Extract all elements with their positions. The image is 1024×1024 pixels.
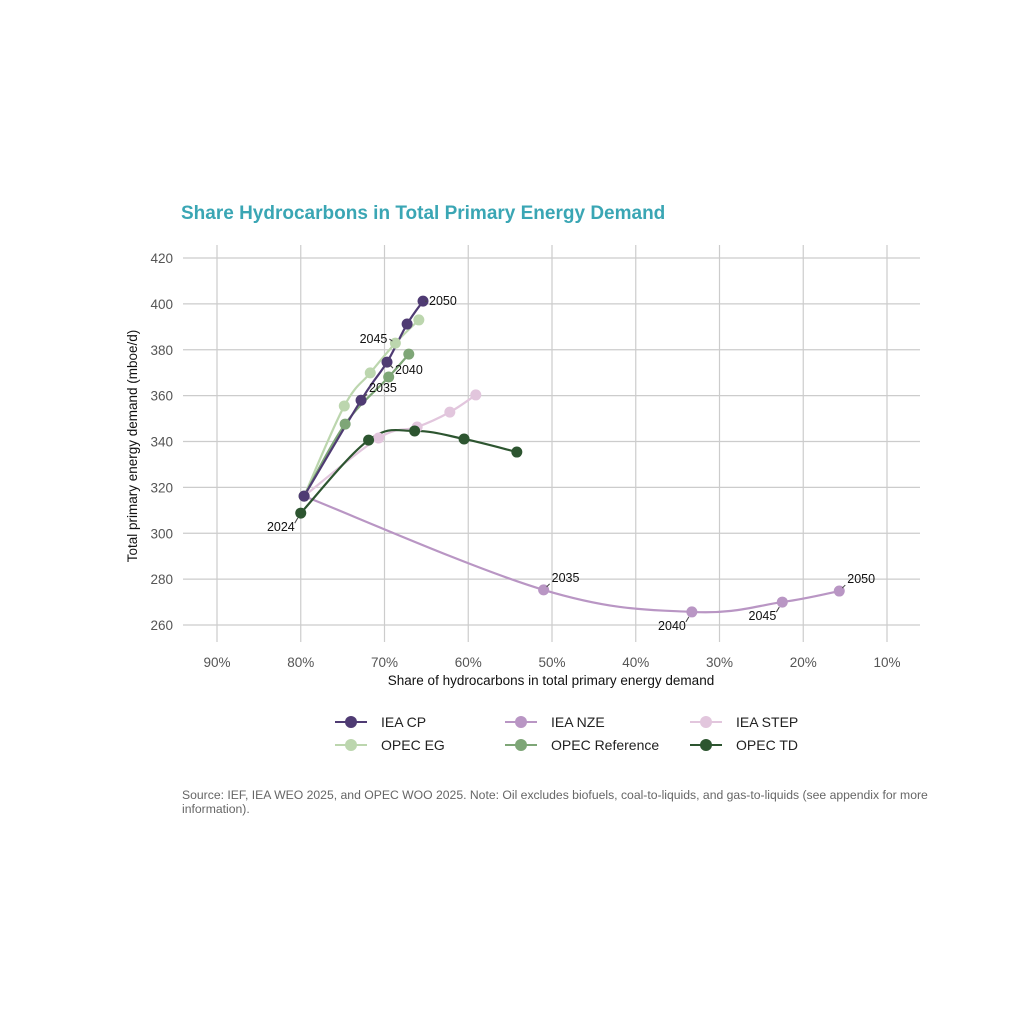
legend-item-iea-step: IEA STEP (688, 714, 828, 730)
legend-label: OPEC EG (381, 737, 445, 753)
data-point-opec-td (409, 425, 421, 437)
y-tick-label: 300 (150, 526, 173, 541)
x-tick-label: 30% (706, 655, 733, 670)
y-axis-ticks: 260 280 300 320 340 360 380 400 420 (150, 251, 173, 633)
y-tick-label: 340 (150, 435, 173, 450)
year-annotation: 2035 (552, 571, 580, 585)
year-annotation: 2035 (369, 381, 397, 395)
legend-item-opec-reference: OPEC Reference (503, 737, 688, 753)
data-point-opec-eg (413, 314, 425, 326)
legend-label: IEA NZE (551, 714, 605, 730)
data-point-opec-eg (364, 367, 376, 379)
legend-item-opec-eg: OPEC EG (333, 737, 503, 753)
annotation-leader (546, 583, 550, 588)
x-tick-label: 60% (455, 655, 482, 670)
series-lines (299, 300, 840, 614)
series-line-opec-eg (303, 319, 420, 497)
gridlines (183, 245, 920, 642)
year-annotation: 2050 (847, 572, 875, 586)
annotation-leader (775, 606, 780, 613)
year-annotation: 2040 (395, 363, 423, 377)
data-point-iea-nze (833, 585, 845, 597)
legend: IEA CP IEA NZE IEA STEP OPEC EG OPEC Referen… (333, 714, 803, 753)
source-note: Source: IEF, IEA WEO 2025, and OPEC WOO … (182, 788, 928, 816)
x-axis-title: Share of hydrocarbons in total primary e… (388, 673, 714, 688)
annotation-leader (841, 584, 846, 589)
y-tick-label: 360 (150, 389, 173, 404)
data-point-opec-eg (338, 400, 350, 412)
annotation-leader (363, 393, 368, 398)
x-tick-label: 80% (287, 655, 314, 670)
legend-item-opec-td: OPEC TD (688, 737, 828, 753)
y-tick-label: 400 (150, 297, 173, 312)
series-points (295, 295, 845, 618)
data-point-opec-td (363, 434, 375, 446)
data-point-iea-cp (417, 295, 429, 307)
data-point-iea-cp (401, 318, 413, 330)
data-point-iea-nze (538, 584, 550, 596)
legend-label: IEA STEP (736, 714, 799, 730)
year-annotations: 2024 2035 2040 2045 2050 2035 2040 2045 2050 (267, 294, 875, 633)
y-tick-label: 260 (150, 618, 173, 633)
y-tick-label: 380 (150, 343, 173, 358)
data-point-iea-nze (686, 606, 698, 618)
chart-title: Share Hydrocarbons in Total Primary Ener… (181, 203, 666, 224)
year-annotation: 2045 (360, 332, 388, 346)
legend-swatch-icon (503, 738, 539, 752)
legend-item-iea-cp: IEA CP (333, 714, 503, 730)
year-annotation: 2045 (749, 609, 777, 623)
data-point-iea-nze (776, 596, 788, 608)
legend-swatch-icon (503, 715, 539, 729)
y-tick-label: 280 (150, 572, 173, 587)
annotation-leader (294, 517, 299, 524)
x-axis-ticks: 90% 80% 70% 60% 50% 40% 30% 20% 10% (203, 655, 900, 670)
legend-label: OPEC TD (736, 737, 798, 753)
data-point-opec-reference (383, 371, 395, 383)
data-point-opec-td (295, 507, 307, 519)
annotation-leader (389, 338, 393, 342)
data-point-iea-cp (355, 394, 367, 406)
legend-label: IEA CP (381, 714, 427, 730)
data-point-iea-cp (381, 356, 393, 368)
data-point-iea-step (470, 389, 482, 401)
data-point-opec-reference (339, 418, 351, 430)
year-annotation: 2050 (429, 294, 457, 308)
annotation-leader (685, 616, 690, 623)
data-point-iea-step (373, 432, 385, 444)
annotation-leader (389, 364, 394, 369)
legend-item-iea-nze: IEA NZE (503, 714, 688, 730)
legend-swatch-icon (333, 715, 369, 729)
data-point-iea-cp (298, 490, 310, 502)
year-annotation: 2024 (267, 520, 295, 534)
x-tick-label: 10% (873, 655, 900, 670)
y-axis-title: Total primary energy demand (mboe/d) (125, 330, 140, 563)
year-annotation: 2040 (658, 619, 686, 633)
x-tick-label: 40% (622, 655, 649, 670)
data-point-opec-td (511, 446, 523, 458)
y-tick-label: 420 (150, 251, 173, 266)
legend-swatch-icon (333, 738, 369, 752)
data-point-opec-reference (403, 348, 415, 360)
x-tick-label: 50% (538, 655, 565, 670)
legend-swatch-icon (688, 715, 724, 729)
legend-swatch-icon (688, 738, 724, 752)
legend-label: OPEC Reference (551, 737, 660, 753)
y-tick-label: 320 (150, 480, 173, 495)
data-point-opec-eg (389, 337, 401, 349)
x-tick-label: 20% (790, 655, 817, 670)
data-point-opec-td (458, 433, 470, 445)
data-point-iea-step (444, 406, 456, 418)
x-tick-label: 70% (371, 655, 398, 670)
x-tick-label: 90% (203, 655, 230, 670)
